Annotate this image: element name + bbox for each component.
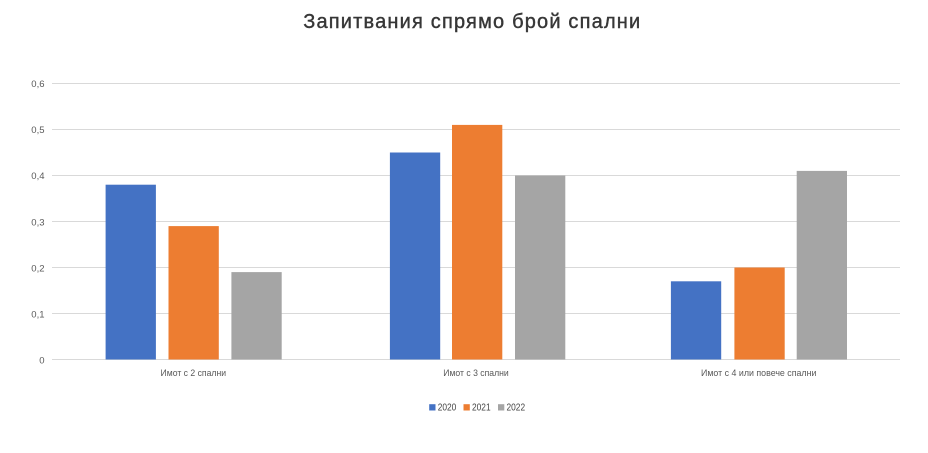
svg-text:0: 0 bbox=[39, 356, 44, 367]
svg-text:2020: 2020 bbox=[438, 402, 457, 414]
svg-text:2022: 2022 bbox=[507, 402, 526, 414]
svg-text:Имот с 3 спални: Имот с 3 спални bbox=[443, 368, 509, 379]
svg-text:0,4: 0,4 bbox=[31, 171, 44, 182]
svg-text:Имот с 4 или повече спални: Имот с 4 или повече спални bbox=[701, 368, 816, 379]
svg-text:Имот с 2 спални: Имот с 2 спални bbox=[161, 368, 227, 379]
svg-text:0,2: 0,2 bbox=[31, 263, 44, 274]
svg-text:0,6: 0,6 bbox=[31, 79, 44, 90]
svg-text:0,3: 0,3 bbox=[31, 217, 44, 228]
svg-text:2021: 2021 bbox=[472, 402, 491, 414]
svg-text:0,1: 0,1 bbox=[31, 309, 44, 320]
svg-text:Запитвания спрямо брой спални: Запитвания спрямо брой спални bbox=[303, 11, 640, 33]
svg-text:0,5: 0,5 bbox=[31, 125, 44, 136]
